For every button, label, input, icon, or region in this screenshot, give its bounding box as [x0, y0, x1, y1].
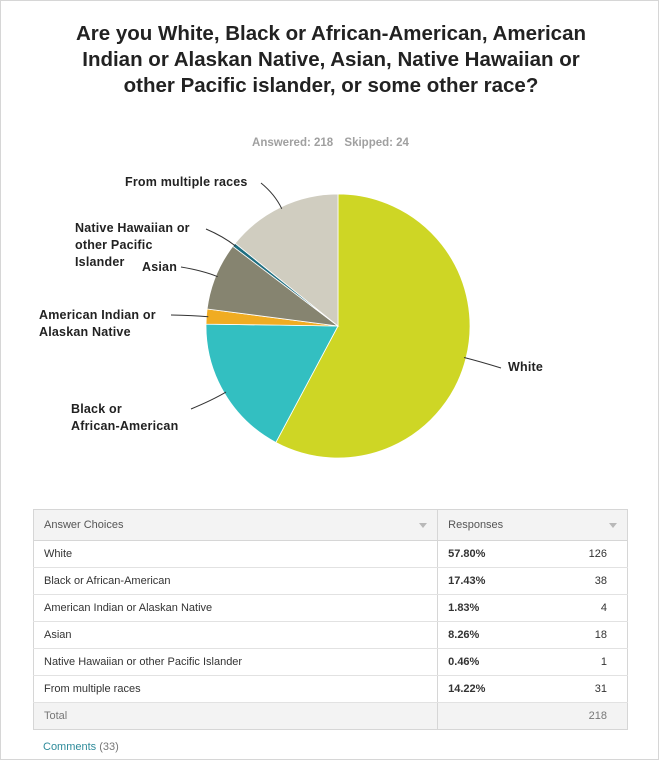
choice-count: 31: [539, 675, 628, 703]
table-row: American Indian or Alaskan Native 1.83% …: [32, 594, 628, 622]
pie-chart: White Black or African-American American In…: [39, 175, 543, 459]
leader-line-4: [205, 228, 236, 247]
question-title: Are you White, Black or African-American…: [76, 22, 586, 97]
choice-count: 4: [539, 594, 628, 622]
choice-percent: 57.80%: [437, 540, 540, 568]
choice-count: 38: [539, 567, 628, 595]
comments-count: (33): [99, 741, 119, 753]
choice-percent: 17.43%: [437, 567, 540, 595]
header-responses[interactable]: Responses: [437, 509, 628, 541]
leader-line-0: [463, 357, 502, 369]
comments-link[interactable]: Comments (33): [43, 741, 119, 753]
choice-label: White: [32, 540, 438, 568]
choice-label: From multiple races: [32, 675, 438, 703]
answered-count: Answered: 218: [252, 137, 334, 149]
choice-count: 126: [539, 540, 628, 568]
leader-line-1: [190, 391, 227, 410]
table-row: Black or African-American 17.43% 38: [32, 567, 628, 595]
table-row: White 57.80% 126: [32, 540, 628, 568]
sort-arrow-icon[interactable]: [609, 523, 617, 528]
slice-label-0: White: [508, 360, 543, 374]
choice-percent: 1.83%: [437, 594, 540, 622]
choice-label: Black or African-American: [32, 567, 438, 595]
leader-line-2: [170, 314, 209, 318]
slice-label-3: Asian: [142, 260, 177, 274]
table-row: From multiple races 14.22% 31: [32, 675, 628, 703]
total-row: Total 218: [32, 702, 628, 730]
choice-percent: 14.22%: [437, 675, 540, 703]
sort-arrow-icon[interactable]: [419, 523, 428, 528]
slice-label-1: Black or African-American: [71, 402, 178, 433]
choice-label: American Indian or Alaskan Native: [32, 594, 438, 622]
leader-line-3: [180, 266, 218, 278]
response-stats: Answered: 218 Skipped: 24: [1, 137, 659, 149]
choice-label: Native Hawaiian or other Pacific Islande…: [32, 648, 438, 676]
comments-label[interactable]: Comments: [43, 741, 97, 753]
choice-percent: 8.26%: [437, 621, 540, 649]
slice-label-4: Native Hawaiian or other Pacific Islander: [75, 221, 190, 269]
choice-percent: 0.46%: [437, 648, 540, 676]
total-count: 218: [539, 702, 628, 730]
table-row: Asian 8.26% 18: [32, 621, 628, 649]
choice-count: 18: [539, 621, 628, 649]
choice-label: Asian: [32, 621, 438, 649]
slice-label-2: American Indian or Alaskan Native: [39, 308, 156, 339]
table-row: Native Hawaiian or other Pacific Islande…: [32, 648, 628, 676]
responses-table: Answer Choices Responses White 57.80% 12…: [32, 509, 628, 730]
choice-count: 1: [539, 648, 628, 676]
slice-label-5: From multiple races: [125, 175, 248, 189]
header-answer-choices[interactable]: Answer Choices: [32, 509, 439, 541]
skipped-count: Skipped: 24: [344, 137, 409, 149]
leader-line-5: [260, 182, 283, 210]
total-label: Total: [32, 702, 438, 730]
